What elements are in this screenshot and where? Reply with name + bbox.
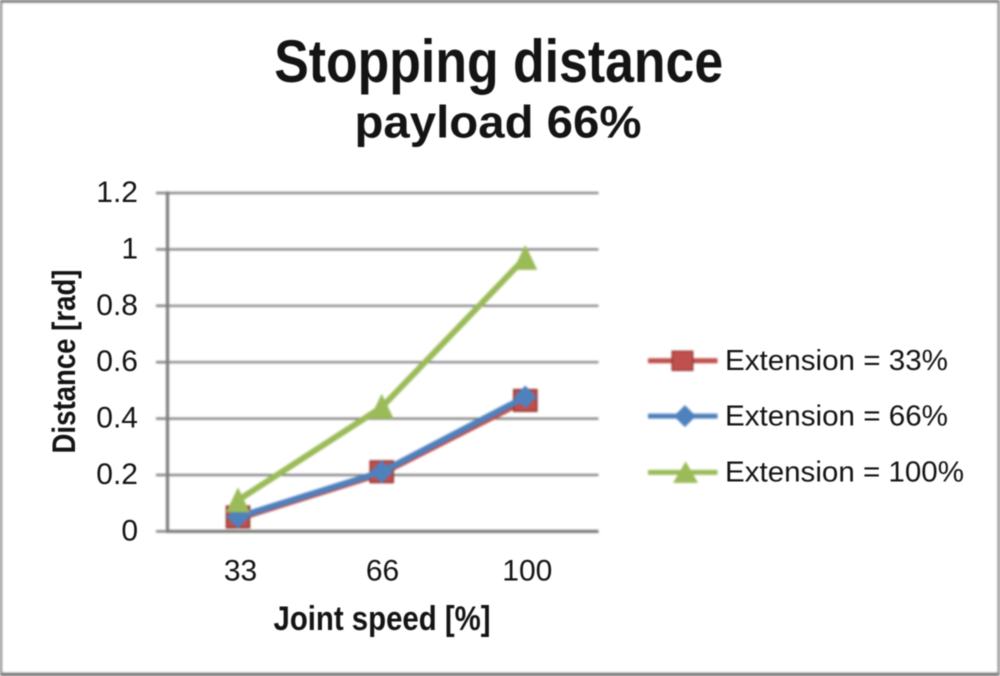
svg-text:Extension = 33%: Extension = 33% xyxy=(725,345,948,377)
svg-text:33: 33 xyxy=(224,555,257,588)
svg-text:Extension = 100%: Extension = 100% xyxy=(725,457,964,489)
svg-text:Joint speed [%]: Joint speed [%] xyxy=(274,600,491,638)
svg-text:Extension = 66%: Extension = 66% xyxy=(725,400,948,432)
svg-text:0.2: 0.2 xyxy=(96,458,138,491)
svg-text:Distance [rad]: Distance [rad] xyxy=(46,270,82,454)
svg-text:0.8: 0.8 xyxy=(96,289,138,322)
svg-text:66: 66 xyxy=(366,555,399,588)
svg-text:0.4: 0.4 xyxy=(96,402,138,435)
svg-text:Stopping distance: Stopping distance xyxy=(274,28,723,95)
svg-text:0.6: 0.6 xyxy=(96,345,138,378)
svg-text:1: 1 xyxy=(121,232,138,265)
svg-text:1.2: 1.2 xyxy=(96,176,138,209)
svg-text:payload 66%: payload 66% xyxy=(355,97,642,148)
svg-text:0: 0 xyxy=(121,514,138,547)
svg-text:100: 100 xyxy=(502,555,552,588)
